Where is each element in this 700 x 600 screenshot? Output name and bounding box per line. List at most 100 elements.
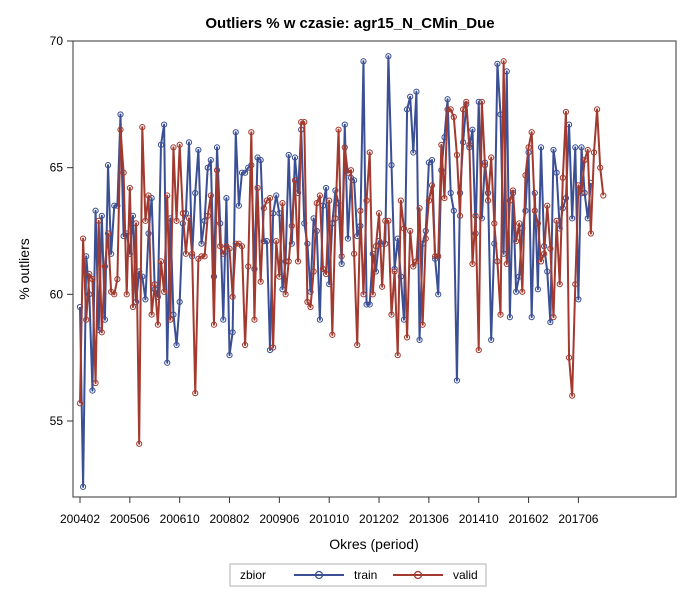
data-point-valid	[565, 354, 573, 361]
y-axis: 55 60 65 70	[50, 34, 73, 428]
data-point-train	[98, 212, 105, 219]
data-point-valid	[279, 200, 286, 207]
data-point-valid	[522, 172, 529, 179]
data-point-valid	[360, 291, 367, 298]
data-point-valid	[83, 316, 90, 323]
data-point-valid	[310, 268, 317, 275]
data-point-valid	[584, 146, 591, 154]
data-point-valid	[326, 197, 333, 204]
data-point-valid	[587, 230, 594, 237]
x-tick-label: 200802	[209, 512, 249, 526]
data-point-train	[385, 53, 392, 60]
data-point-valid	[403, 334, 411, 341]
data-point-valid	[164, 192, 171, 199]
data-point-train	[220, 316, 227, 323]
data-point-train	[263, 238, 270, 245]
data-point-valid	[363, 197, 370, 204]
data-point-valid	[101, 263, 109, 270]
data-point-valid	[369, 291, 376, 298]
x-tick-label: 200402	[60, 512, 100, 526]
data-point-valid	[338, 253, 345, 260]
data-point-train	[363, 301, 370, 308]
data-point-train	[104, 162, 112, 169]
data-point-train	[453, 377, 461, 384]
legend-frame	[229, 563, 487, 587]
x-tick-label: 201306	[409, 512, 449, 526]
x-tick-label: 201602	[509, 512, 549, 526]
data-point-valid	[145, 192, 152, 199]
data-point-valid	[397, 197, 404, 204]
data-point-valid	[466, 141, 473, 148]
data-point-valid	[192, 390, 199, 397]
data-point-valid	[298, 118, 305, 126]
data-point-valid	[559, 174, 566, 181]
data-point-valid	[593, 106, 601, 113]
data-point-train	[207, 156, 214, 164]
data-point-valid	[251, 316, 258, 323]
data-point-valid	[316, 192, 323, 199]
data-point-valid	[288, 222, 295, 230]
data-point-valid	[541, 250, 548, 257]
data-point-train	[291, 154, 299, 161]
data-point-valid	[407, 227, 414, 235]
x-tick-label: 200610	[160, 512, 200, 526]
data-point-train	[92, 207, 99, 214]
data-point-valid	[220, 250, 227, 257]
data-point-train	[229, 329, 236, 336]
data-point-train	[322, 184, 330, 192]
data-point-train	[142, 296, 149, 303]
data-point-train	[341, 121, 348, 128]
data-point-valid	[528, 129, 535, 136]
data-point-valid	[531, 207, 538, 214]
data-point-train	[534, 286, 542, 293]
data-point-valid	[270, 344, 277, 351]
data-point-valid	[432, 253, 439, 260]
data-point-train	[416, 336, 423, 344]
data-point-train	[241, 169, 249, 176]
data-point-valid	[547, 245, 554, 252]
x-tick-label: 200906	[259, 512, 299, 526]
data-point-valid	[469, 260, 476, 268]
x-tick-label: 200506	[110, 512, 150, 526]
data-point-valid	[357, 207, 364, 214]
data-point-train	[257, 156, 264, 164]
data-point-valid	[382, 217, 389, 224]
data-point-train	[80, 483, 87, 490]
data-point-valid	[391, 268, 398, 275]
data-point-valid	[241, 341, 249, 349]
data-point-valid	[379, 283, 386, 290]
data-point-valid	[472, 212, 479, 219]
data-point-train	[494, 60, 501, 67]
data-point-valid	[76, 400, 84, 407]
legend-title: zbior	[240, 568, 266, 582]
data-point-train	[444, 96, 451, 103]
data-point-valid	[494, 258, 501, 265]
data-point-valid	[213, 167, 221, 174]
data-point-valid	[266, 194, 274, 202]
data-point-valid	[198, 253, 205, 260]
data-point-valid	[254, 184, 261, 192]
data-point-valid	[182, 250, 190, 257]
data-point-valid	[167, 316, 174, 323]
data-point-valid	[173, 217, 180, 224]
data-point-valid	[413, 258, 420, 265]
data-point-train	[407, 93, 414, 100]
data-point-train	[114, 202, 121, 209]
x-tick-label: 201706	[558, 512, 598, 526]
data-point-valid	[562, 108, 570, 116]
data-point-valid	[419, 321, 426, 328]
data-point-train	[569, 215, 576, 222]
data-point-train	[204, 164, 211, 171]
data-point-valid	[497, 311, 504, 318]
data-point-valid	[435, 253, 442, 260]
data-point-valid	[428, 182, 436, 189]
data-point-valid	[294, 258, 302, 265]
data-point-train	[195, 146, 202, 154]
data-point-valid	[385, 217, 392, 224]
data-point-valid	[151, 281, 158, 288]
data-point-valid	[453, 151, 461, 159]
data-point-train	[478, 215, 485, 222]
data-point-valid	[456, 212, 464, 219]
legend-valid-label: valid	[453, 568, 478, 582]
data-point-valid	[322, 270, 330, 278]
